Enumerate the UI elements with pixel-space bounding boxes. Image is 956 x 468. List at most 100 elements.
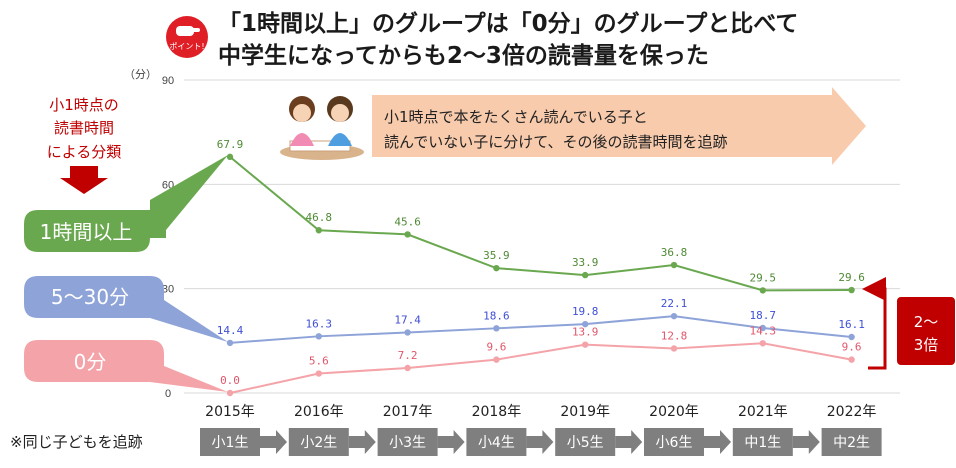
series-5-30-min-value-label: 19.8 (572, 305, 599, 318)
classification-label: 小1時点の 読書時間 による分類 (47, 96, 122, 194)
x-axis-ticks: 2015年 2016年 2017年 2018年 2019年 2020年 2021年 2022年 (205, 404, 876, 420)
series-5-30-min-value-label: 18.7 (750, 309, 777, 322)
series-1-hour-value-label: 45.6 (394, 215, 421, 228)
series-5-30-min-point (493, 325, 500, 332)
series-5-30-min-point (670, 312, 678, 320)
grade-box (377, 428, 438, 456)
classification-line-1: 小1時点の (49, 96, 119, 114)
y-tick-label: 0 (165, 388, 171, 400)
series-5-30-min-point (759, 324, 766, 332)
pointing-hand-icon (176, 26, 200, 36)
series-5-30-min-line (229, 315, 852, 344)
banner-line-1: 小1時点で本をたくさん読んでいる子と (384, 108, 648, 126)
x-tick-label: 2015年 (205, 404, 255, 420)
children-reading-icon (280, 96, 364, 160)
series-1-hour-point (670, 261, 678, 269)
tracking-banner: 小1時点で本をたくさん読んでいる子と 読んでいない子に分けて、その後の読書時間を… (372, 87, 866, 165)
grade-arrow-icon (260, 430, 287, 454)
point-badge: ポイント! (166, 16, 208, 58)
classification-line-2: 読書時間 (54, 119, 114, 137)
series-layer: 67.9 46.8 45.6 35.9 33.9 36.8 29.5 29.6 14.4 16.3… (217, 138, 865, 397)
series-1-hour-value-label: 36.8 (661, 246, 688, 259)
series-5-30-min-value-label: 16.1 (838, 318, 865, 331)
legend-label-1-hour: 1時間以上 (40, 220, 133, 244)
series-1-hour-point (493, 264, 500, 272)
grade-arrow-icon (348, 430, 376, 454)
series-1-hour-value-label: 29.5 (750, 271, 777, 284)
grade-arrow-icon (526, 430, 554, 454)
series-0-min-value-label: 13.9 (572, 326, 599, 339)
grade-box (644, 428, 704, 456)
grade-box (821, 428, 882, 456)
grade-box (466, 428, 527, 456)
series-0-min-point (582, 341, 589, 348)
series-5-30-min-point (226, 339, 234, 347)
series-1-hour-point (315, 227, 322, 234)
grade-arrow-icon (704, 430, 731, 454)
legend-5-30-min: 5〜30分 (24, 276, 228, 342)
series-0-min-point (670, 345, 678, 352)
series-1-hour-value-label: 33.9 (572, 256, 599, 269)
x-tick-label: 2020年 (649, 404, 699, 420)
series-0-min-point (404, 364, 411, 372)
grade-box (200, 428, 260, 456)
series-0-min-point (848, 356, 855, 363)
series-0-min-value-label: 9.6 (842, 341, 862, 354)
x-tick-label: 2021年 (738, 404, 788, 420)
legend-label-5-30-min: 5〜30分 (51, 285, 129, 309)
x-tick-label: 2016年 (294, 404, 344, 420)
series-5-30-min-value-label: 22.1 (661, 297, 688, 310)
series-1-hour-point (848, 286, 855, 294)
series-0-min-value-label: 0.0 (220, 374, 240, 387)
x-tick-label: 2017年 (383, 404, 433, 420)
y-axis-label: （分） (124, 68, 157, 81)
series-1-hour-value-label: 67.9 (217, 138, 244, 151)
x-tick-label: 2022年 (827, 404, 877, 420)
series-1-hour-point (404, 231, 411, 238)
grade-box (732, 428, 793, 456)
series-5-30-min-value-label: 17.4 (394, 313, 421, 326)
down-arrow-icon (60, 166, 108, 194)
grade-label: 小5生 (567, 435, 604, 451)
series-0-min-point (493, 356, 500, 363)
ratio-bracket (862, 277, 887, 370)
series-0-min-value-label: 14.3 (750, 324, 777, 337)
y-tick-label: 90 (162, 75, 174, 87)
title-line-2: 中学生になってからも2〜3倍の読書量を保った (218, 42, 709, 69)
gridlines (184, 79, 900, 394)
series-1-hour-value-label: 35.9 (483, 249, 510, 262)
ratio-callout: 2〜 3倍 (897, 297, 955, 365)
series-5-30-min-value-label: 14.4 (217, 324, 244, 337)
series-0-min-value-label: 5.6 (309, 355, 329, 368)
legend-1-hour-or-more: 1時間以上 (24, 155, 228, 252)
classification-line-3: による分類 (47, 143, 122, 161)
y-tick-label: 30 (162, 284, 174, 296)
badge-label: ポイント! (169, 42, 204, 51)
series-0-min-line (229, 342, 852, 394)
series-1-hour-line (229, 156, 852, 292)
grade-label: 中2生 (833, 435, 870, 451)
x-tick-label: 2018年 (472, 404, 522, 420)
grade-arrow-icon (615, 430, 643, 454)
series-0-min-value-label: 7.2 (398, 349, 418, 362)
grade-label: 小1生 (212, 435, 249, 451)
grade-label: 小2生 (300, 435, 337, 451)
series-1-hour-point (582, 271, 589, 279)
series-5-30-min-point (315, 333, 322, 340)
series-0-min-point (759, 340, 766, 347)
series-1-hour-point (226, 153, 234, 161)
grade-timeline: 小1生 小2生 小3生 小4生 小5生 小6生 中1生 中2生 (200, 428, 882, 456)
series-5-30-min-point (582, 320, 589, 328)
series-0-min-value-label: 12.8 (661, 329, 688, 342)
title-line-1: 「1時間以上」のグループは「0分」のグループと比べて (218, 10, 798, 37)
grade-box (288, 428, 349, 456)
x-tick-label: 2019年 (560, 404, 610, 420)
grade-label: 中1生 (744, 435, 781, 451)
ratio-line-1: 2〜 (914, 313, 939, 331)
grade-arrow-icon (792, 430, 820, 454)
footer-note: ※同じ子どもを追跡 (10, 433, 143, 451)
series-1-hour-value-label: 29.6 (838, 271, 865, 284)
series-5-30-min-point (404, 329, 411, 336)
